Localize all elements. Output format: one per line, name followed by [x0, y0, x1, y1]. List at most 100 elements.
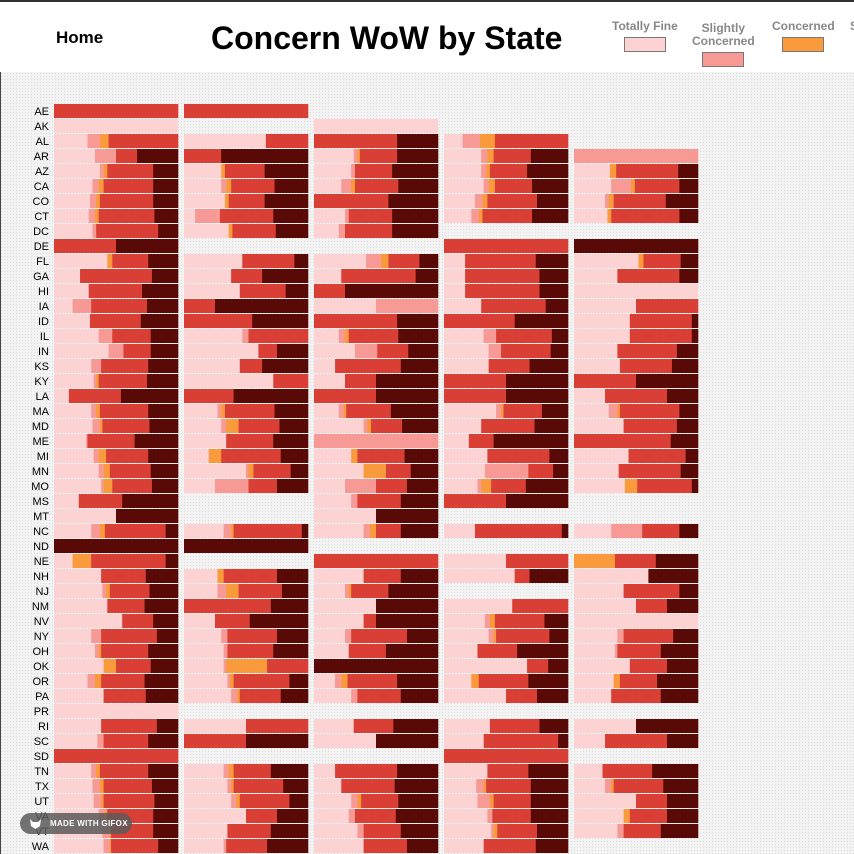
bar-segment	[273, 374, 309, 388]
bar-segment	[108, 344, 124, 358]
bar-segment	[184, 734, 247, 748]
bar-segment	[623, 629, 674, 643]
bar-segment	[676, 344, 699, 358]
bar-segment	[184, 194, 226, 208]
bar-segment	[270, 824, 309, 838]
bar-segment	[494, 614, 545, 628]
bar-segment	[285, 284, 309, 298]
bar-segment	[482, 209, 533, 223]
bar-segment	[277, 344, 309, 358]
bar-segment	[614, 554, 657, 568]
bar-segment	[226, 839, 268, 853]
bar-segment	[341, 269, 416, 283]
bar-segment	[363, 419, 368, 433]
bar-segment	[489, 719, 540, 733]
bar-segment	[91, 524, 101, 538]
bar-segment	[398, 329, 439, 343]
bar-segment	[226, 419, 239, 433]
bar-segment	[184, 164, 222, 178]
bar-segment	[493, 434, 569, 448]
bar-segment	[397, 134, 439, 148]
bar-segment	[148, 764, 179, 778]
bar-segment	[527, 164, 569, 178]
bar-segment	[314, 794, 352, 808]
bar-segment	[663, 779, 699, 793]
bar-segment	[89, 314, 142, 328]
state-label: AZ	[35, 166, 49, 178]
bar-segment	[665, 194, 699, 208]
bar-segment	[528, 674, 569, 688]
bar-segment	[488, 179, 496, 193]
bar-segment	[99, 134, 109, 148]
bar-segment	[262, 359, 309, 373]
bar-segment	[351, 164, 356, 178]
bar-segment	[611, 779, 614, 793]
bar-segment	[314, 224, 340, 238]
bar-segment	[623, 809, 631, 823]
bar-segment	[101, 569, 147, 583]
bar-segment	[116, 239, 179, 253]
bar-segment	[481, 149, 488, 163]
bar-segment	[465, 269, 540, 283]
bar-segment	[400, 524, 439, 538]
bar-segment	[150, 329, 179, 343]
bar-segment	[574, 659, 631, 673]
bar-segment	[444, 419, 482, 433]
bar-segment	[496, 329, 553, 343]
bar-segment	[363, 524, 371, 538]
bar-segment	[614, 644, 618, 658]
bar-segment	[231, 794, 237, 808]
bar-segment	[393, 719, 439, 733]
bar-segment	[87, 434, 135, 448]
bar-segment	[228, 194, 265, 208]
bar-segment	[376, 614, 439, 628]
bar-segment	[142, 284, 179, 298]
bar-segment	[184, 389, 234, 403]
bar-segment	[488, 359, 530, 373]
state-label: CO	[33, 196, 50, 208]
bar-segment	[314, 299, 377, 313]
bar-segment	[156, 629, 179, 643]
bar-segment	[444, 134, 463, 148]
home-link[interactable]: Home	[56, 28, 104, 47]
bar-segment	[98, 329, 113, 343]
bar-segment	[184, 824, 228, 838]
bar-segment	[444, 374, 507, 388]
bar-segment	[215, 614, 251, 628]
bar-segment	[648, 569, 699, 583]
bar-segment	[484, 464, 529, 478]
state-label: MN	[32, 466, 49, 478]
bar-segment	[103, 689, 147, 703]
bar-segment	[314, 194, 389, 208]
bar-segment	[558, 734, 569, 748]
bar-segment	[184, 224, 229, 238]
bar-segment	[357, 494, 402, 508]
bar-segment	[103, 734, 149, 748]
bar-segment	[99, 779, 104, 793]
bar-segment	[151, 779, 179, 793]
bar-segment	[148, 404, 179, 418]
bar-segment	[54, 389, 70, 403]
bar-segment	[371, 419, 403, 433]
bar-segment	[184, 764, 224, 778]
bar-segment	[629, 329, 693, 343]
bar-segment	[314, 434, 439, 448]
bar-segment	[609, 164, 617, 178]
bar-segment	[376, 299, 439, 313]
bar-segment	[487, 149, 494, 163]
bar-segment	[602, 764, 653, 778]
state-label: NJ	[36, 586, 49, 598]
bar-segment	[54, 794, 94, 808]
bar-segment	[54, 689, 104, 703]
bar-segment	[605, 194, 610, 208]
bar-segment	[54, 539, 179, 553]
bar-segment	[314, 374, 346, 388]
bar-segment	[487, 194, 538, 208]
bar-segment	[400, 689, 439, 703]
bar-segment	[444, 794, 478, 808]
bar-segment	[617, 404, 621, 418]
bar-segment	[314, 734, 377, 748]
bar-segment	[613, 194, 667, 208]
bar-segment	[221, 149, 309, 163]
bar-segment	[444, 359, 489, 373]
